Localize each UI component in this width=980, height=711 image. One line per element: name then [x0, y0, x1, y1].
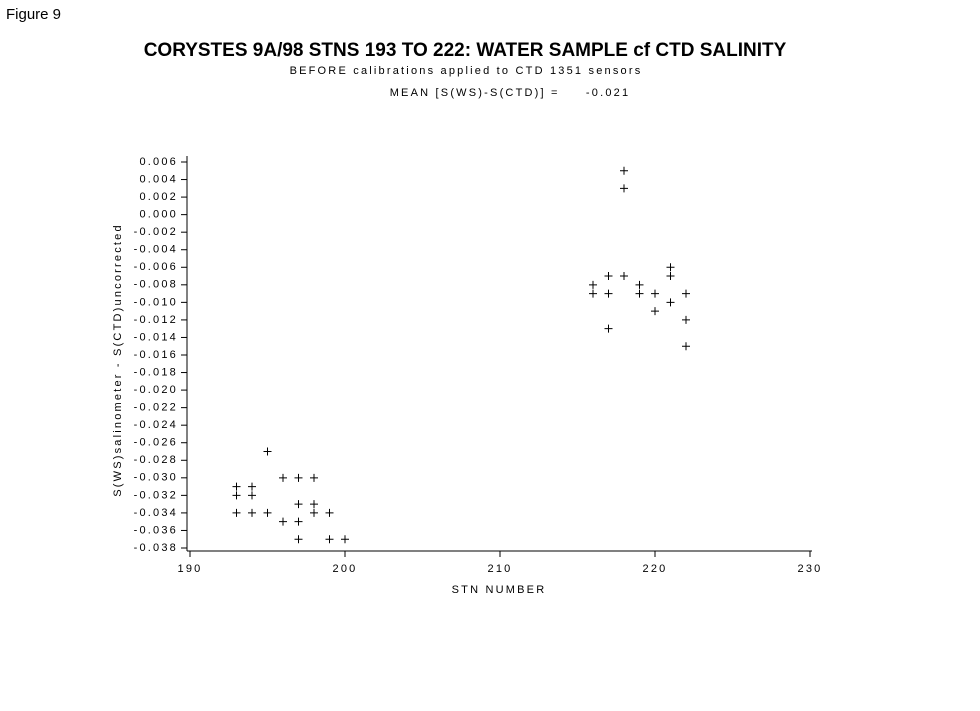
y-tick-label: -0.030 — [134, 472, 178, 484]
point — [232, 491, 241, 500]
y-tick-label: -0.014 — [134, 331, 178, 343]
point — [232, 508, 241, 517]
point — [620, 272, 628, 281]
y-tick-label: -0.020 — [134, 384, 178, 396]
point — [635, 289, 644, 298]
point — [310, 508, 318, 517]
point — [294, 535, 303, 544]
y-tick-label: 0.002 — [139, 191, 178, 203]
y-tick-label: -0.036 — [134, 524, 178, 536]
point — [294, 473, 303, 482]
point — [666, 298, 675, 307]
y-tick-label: -0.038 — [134, 542, 178, 554]
y-tick-label: -0.018 — [134, 366, 178, 378]
point — [604, 272, 613, 281]
figure-label: Figure 9 — [6, 6, 61, 23]
point — [248, 508, 256, 517]
point — [589, 280, 597, 289]
chart-title: CORYSTES 9A/98 STNS 193 TO 222: WATER SA… — [144, 40, 787, 61]
y-tick-label: -0.016 — [134, 349, 178, 361]
y-tick-label: -0.010 — [134, 296, 178, 308]
x-tick-label: 230 — [798, 563, 823, 575]
point — [325, 535, 334, 544]
x-tick-label: 200 — [333, 563, 358, 575]
y-tick-label: -0.026 — [134, 437, 178, 449]
y-tick-label: -0.032 — [134, 489, 178, 501]
point — [279, 517, 287, 526]
x-axis-label: STN NUMBER — [452, 584, 547, 596]
point — [248, 491, 256, 500]
point — [682, 342, 690, 351]
point — [666, 272, 675, 281]
point — [604, 289, 613, 298]
point — [310, 473, 318, 482]
point — [325, 508, 334, 517]
point — [620, 184, 628, 193]
y-tick-label: -0.002 — [134, 226, 178, 238]
point — [310, 500, 318, 509]
point — [263, 447, 272, 456]
point — [263, 508, 272, 517]
chart-subtitle: BEFORE calibrations applied to CTD 1351 … — [290, 65, 643, 77]
x-tick-label: 190 — [178, 563, 203, 575]
annotation: MEAN [S(WS)-S(CTD)] = -0.021 — [390, 87, 631, 99]
point — [651, 307, 659, 316]
point — [279, 473, 287, 482]
point — [635, 280, 644, 289]
y-tick-label: -0.034 — [134, 507, 178, 519]
point — [341, 535, 349, 544]
point — [620, 166, 628, 175]
y-axis-label: S(WS)salinometer - S(CTD)uncorrected — [112, 223, 124, 497]
point — [294, 517, 303, 526]
point — [248, 482, 256, 491]
y-tick-label: 0.006 — [139, 156, 178, 168]
y-tick-label: 0.000 — [139, 209, 178, 221]
point — [682, 289, 690, 298]
y-tick-label: -0.024 — [134, 419, 178, 431]
y-tick-label: -0.012 — [134, 314, 178, 326]
point — [294, 500, 303, 509]
x-tick-label: 210 — [488, 563, 513, 575]
y-tick-label: -0.028 — [134, 454, 178, 466]
y-tick-label: -0.022 — [134, 402, 178, 414]
y-tick-label: 0.004 — [139, 173, 178, 185]
x-tick-label: 220 — [643, 563, 668, 575]
point — [589, 289, 597, 298]
point — [651, 289, 659, 298]
y-tick-label: -0.004 — [134, 244, 178, 256]
y-tick-label: -0.006 — [134, 261, 178, 273]
point — [232, 482, 241, 491]
point — [682, 315, 690, 324]
point — [666, 263, 675, 272]
y-tick-label: -0.008 — [134, 279, 178, 291]
point — [604, 324, 613, 333]
